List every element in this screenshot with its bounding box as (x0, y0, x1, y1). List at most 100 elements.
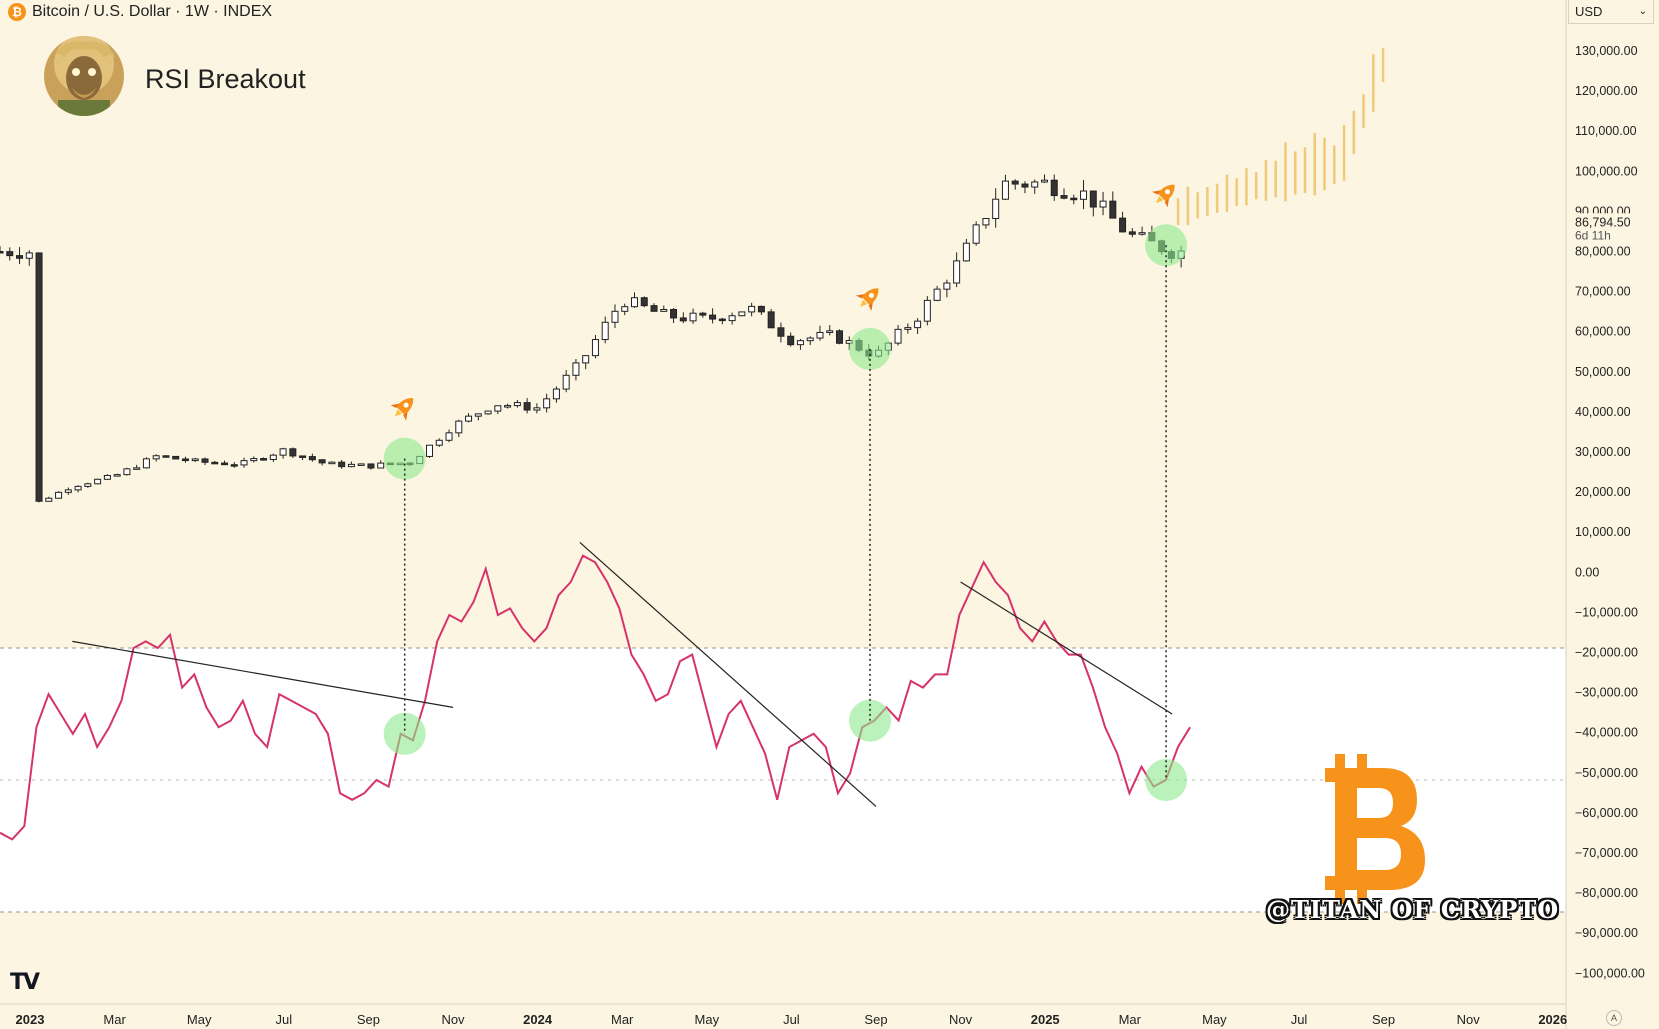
last-price-box (1567, 213, 1659, 242)
idea-title: RSI Breakout (145, 64, 306, 94)
candle-body (74, 485, 82, 491)
candle-body (894, 328, 902, 344)
candle-body (318, 459, 326, 464)
y-tick-label: 0.00 (1575, 565, 1599, 579)
last-price-value: 86,794.50 (1575, 215, 1631, 229)
candle-body (953, 260, 961, 284)
candle-body (689, 312, 697, 322)
x-tick-label: Nov (441, 1012, 465, 1027)
y-tick-label: 60,000.00 (1575, 325, 1631, 339)
currency-value: USD (1575, 4, 1603, 19)
candle-body (494, 405, 502, 412)
x-tick-label: Sep (864, 1012, 887, 1027)
bitcoin-logo-bar (1335, 754, 1345, 770)
y-tick-label: 30,000.00 (1575, 445, 1631, 459)
author-watermark: @TITAN OF CRYPTO (1266, 895, 1560, 924)
candle-body (45, 497, 53, 502)
author-avatar[interactable] (44, 36, 124, 116)
y-tick-label: −60,000.00 (1575, 806, 1638, 820)
x-tick-label: Jul (275, 1012, 292, 1027)
candle-body (621, 306, 629, 312)
candle-body (221, 462, 229, 466)
candle-body (133, 467, 141, 470)
candle-body (162, 455, 170, 458)
x-tick-label: May (1202, 1012, 1227, 1027)
y-tick-label: 50,000.00 (1575, 365, 1631, 379)
candle-body (650, 305, 658, 312)
candle-body (992, 198, 1000, 220)
x-tick-label: Mar (1119, 1012, 1142, 1027)
symbol-header[interactable]: ₿ Bitcoin / U.S. Dollar · 1W · INDEX (0, 0, 272, 24)
candle-body (806, 337, 814, 342)
candle-body (250, 458, 258, 462)
y-tick-label: −70,000.00 (1575, 846, 1638, 860)
x-tick-label: Mar (103, 1012, 126, 1027)
y-tick-label: 80,000.00 (1575, 245, 1631, 259)
candle-body (1119, 217, 1127, 233)
candle-body (679, 317, 687, 322)
candle-body (484, 410, 492, 415)
y-tick-label: 70,000.00 (1575, 285, 1631, 299)
rocket-window (1165, 189, 1171, 195)
tradingview-logo[interactable]: TV (10, 970, 40, 995)
rocket-icon (855, 288, 879, 312)
y-tick-label: −10,000.00 (1575, 605, 1638, 619)
candle-body (25, 252, 33, 259)
bitcoin-logo-b (1325, 768, 1425, 890)
candle-body (35, 252, 43, 502)
candle-body (962, 242, 970, 262)
auto-scale-icon[interactable]: A (1606, 1010, 1622, 1026)
candle-body (289, 448, 297, 457)
candle-body (796, 340, 804, 346)
candle-body (1089, 190, 1097, 208)
candle-body (591, 339, 599, 357)
y-tick-label: 120,000.00 (1575, 84, 1638, 98)
candle-body (572, 362, 580, 376)
rocket-fin (1151, 190, 1169, 208)
y-tick-label: 110,000.00 (1575, 124, 1637, 138)
candle-body (660, 308, 668, 312)
candle-body (923, 299, 931, 322)
candle-body (299, 455, 307, 458)
candle-body (562, 374, 570, 390)
projection-bars (1176, 48, 1385, 226)
symbol-title: Bitcoin / U.S. Dollar · 1W · INDEX (32, 3, 273, 20)
x-tick-label: May (187, 1012, 212, 1027)
bitcoin-logo-bar (1357, 888, 1367, 904)
candle-body (426, 444, 434, 457)
candle-body (240, 460, 248, 466)
candle-body (504, 405, 512, 408)
currency-select[interactable]: USD ⌄ (1568, 0, 1654, 24)
y-tick-label: −80,000.00 (1575, 886, 1638, 900)
y-tick-label: −30,000.00 (1575, 686, 1638, 700)
x-tick-label: Nov (949, 1012, 973, 1027)
candle-body (767, 311, 775, 329)
candle-body (347, 463, 355, 468)
y-tick-label: 130,000.00 (1575, 44, 1638, 58)
candle-body (357, 463, 365, 466)
candle-body (211, 461, 219, 465)
rsi-trendline (960, 581, 1173, 715)
candle-body (835, 330, 843, 344)
candle-body (1080, 190, 1088, 200)
rsi-trendline (72, 640, 454, 708)
candle-body (982, 218, 990, 226)
candle-body (513, 402, 521, 407)
rsi-line (0, 554, 1191, 841)
candle-body (328, 461, 336, 465)
candle-body (377, 462, 385, 469)
candle-body (84, 483, 92, 487)
candle-body (748, 305, 756, 313)
x-tick-label: 2024 (523, 1012, 553, 1027)
candle-body (1138, 232, 1146, 235)
candle-body (201, 458, 209, 463)
candle-body (16, 255, 24, 259)
candle-body (777, 327, 785, 337)
candle-body (914, 320, 922, 329)
candle-body (1070, 197, 1078, 201)
candle-body (142, 458, 150, 469)
candle-body (826, 330, 834, 333)
